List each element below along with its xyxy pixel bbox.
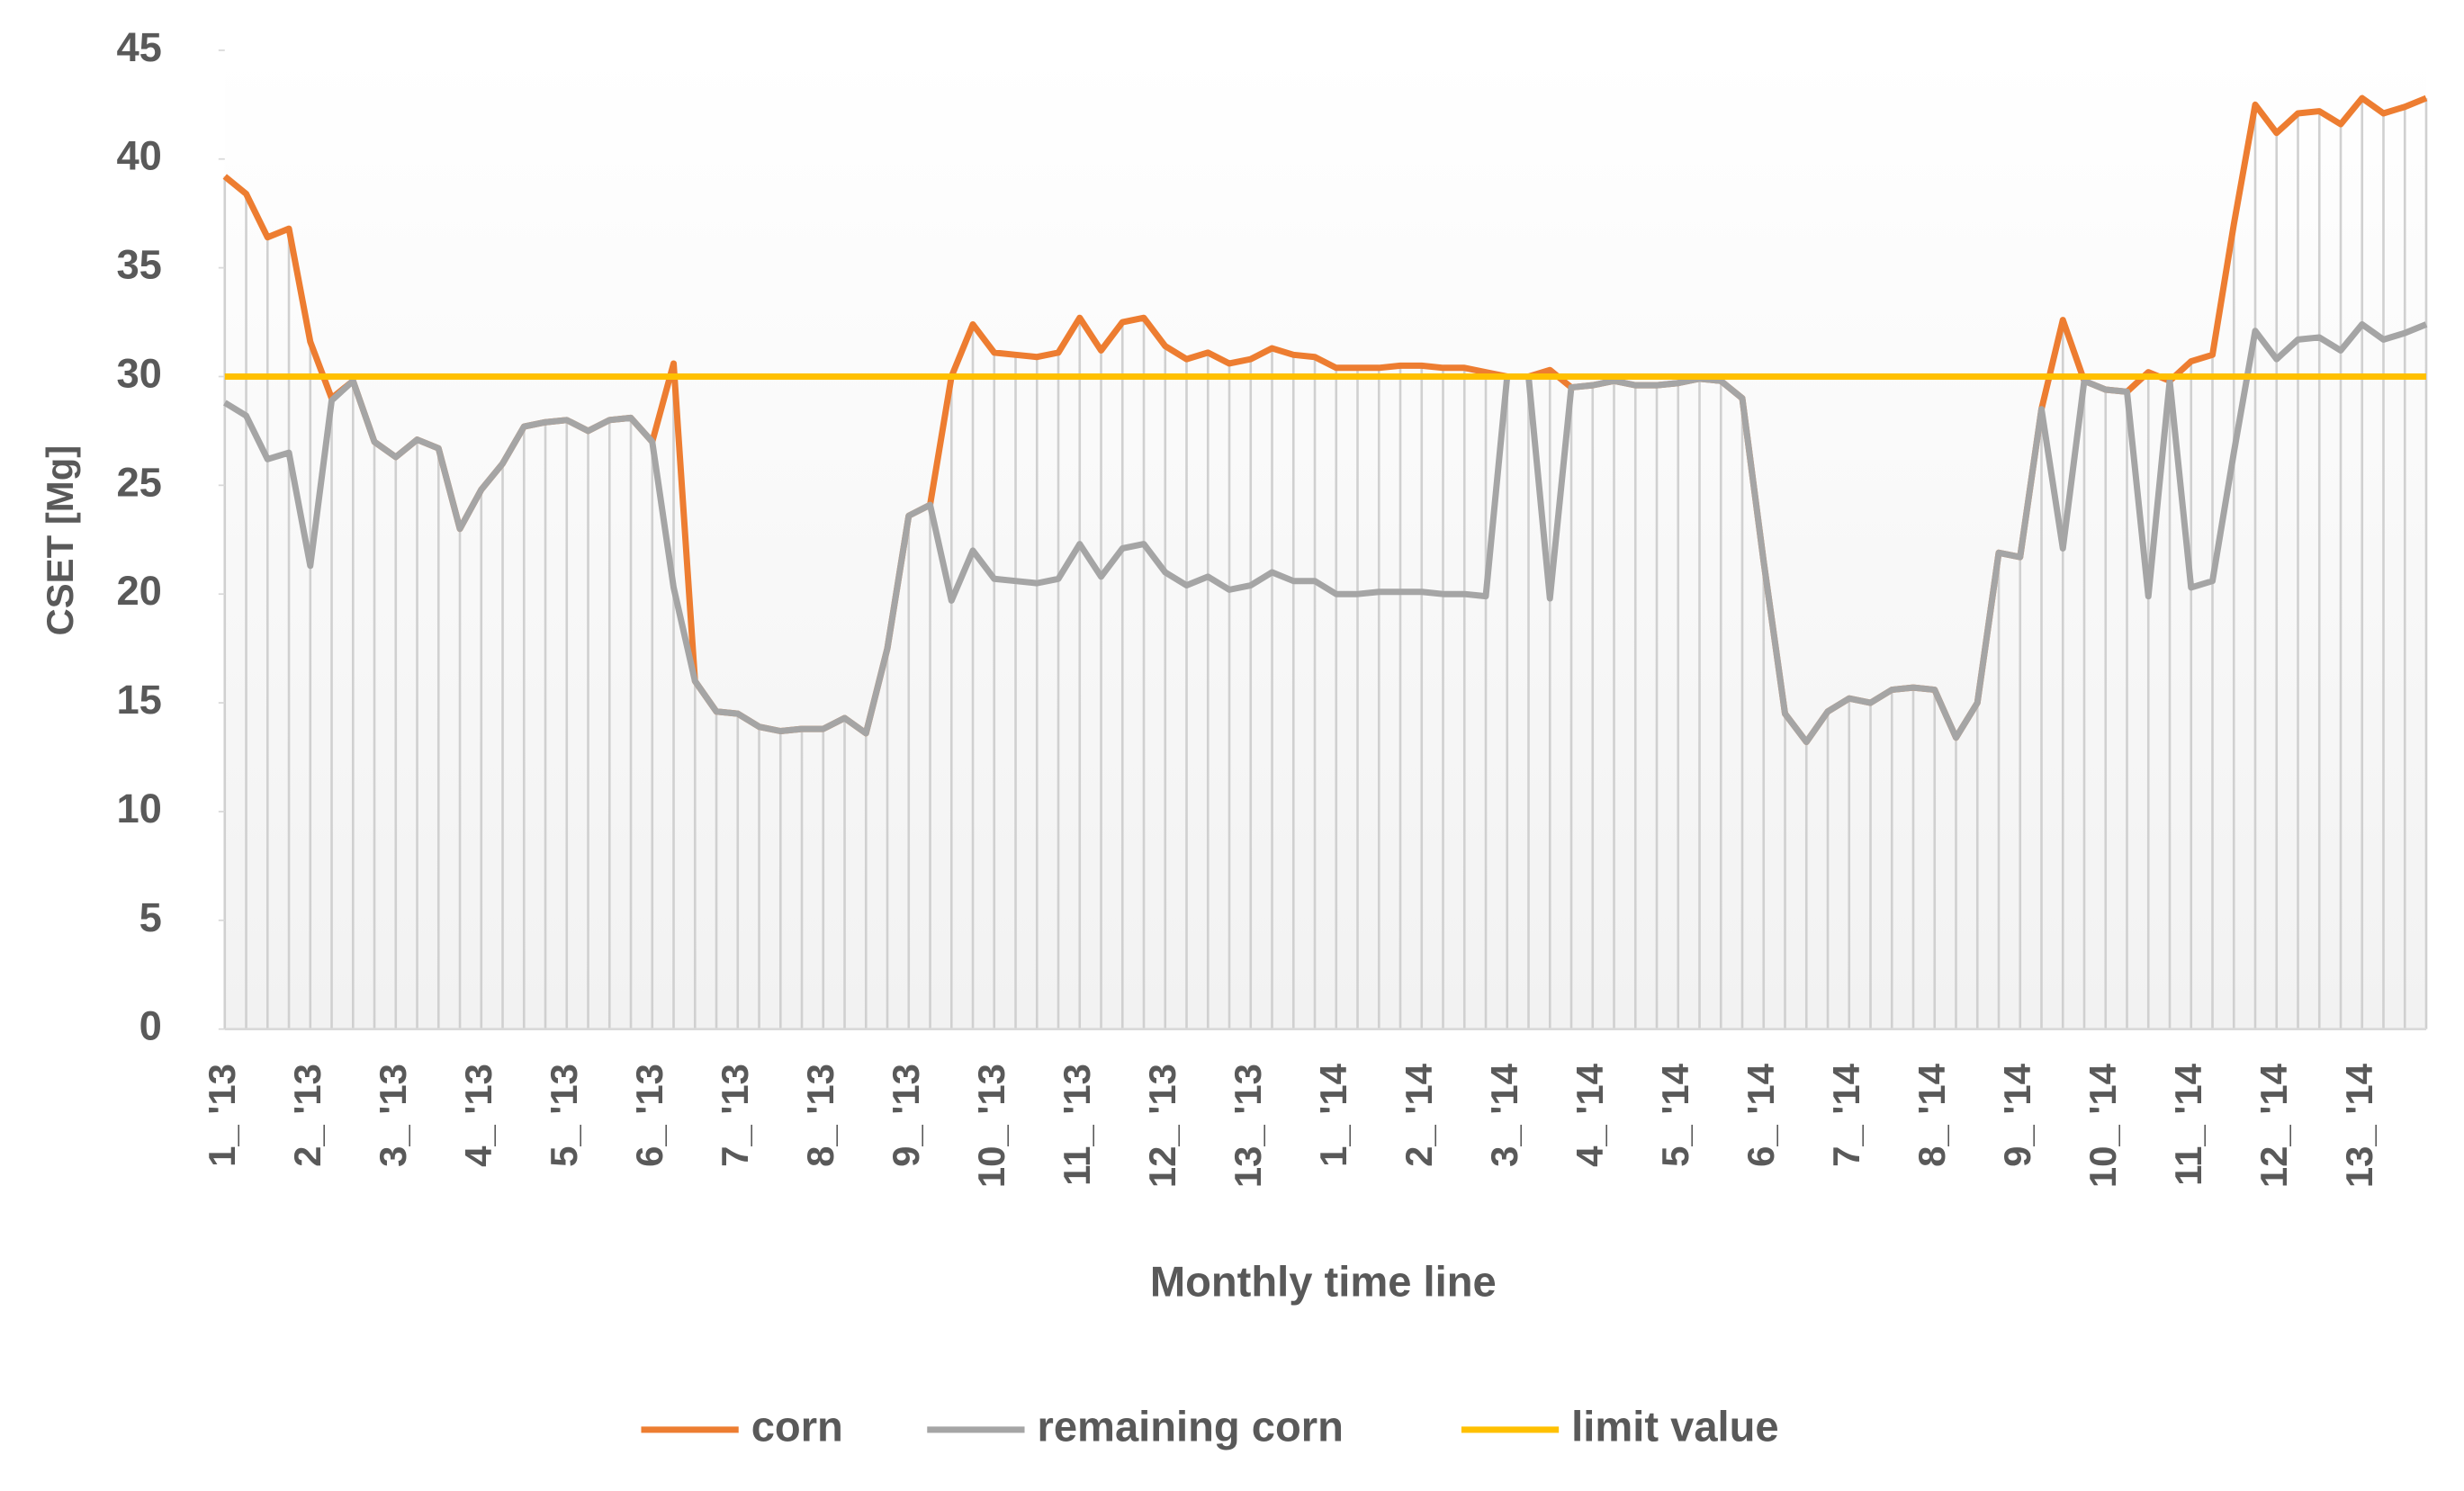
x-tick-label: 9_ '14 <box>1996 1063 2038 1166</box>
y-tick-label: 5 <box>139 894 162 940</box>
y-axis-title: CSET [Mg] <box>39 445 81 636</box>
y-tick-label: 20 <box>116 568 161 614</box>
y-tick-label: 15 <box>116 677 161 723</box>
x-tick-label: 13_ '14 <box>2338 1063 2380 1188</box>
x-tick-label: 11_ '13 <box>1056 1064 1098 1186</box>
x-tick-label: 7_ '13 <box>714 1064 756 1167</box>
x-tick-label: 6_ '13 <box>628 1064 670 1167</box>
x-tick-label: 4_ '13 <box>457 1064 499 1167</box>
y-tick-label: 45 <box>116 24 161 70</box>
x-axis-title: Monthly time line <box>1150 1258 1497 1306</box>
x-tick-label: 12_ '13 <box>1141 1064 1183 1188</box>
plot-background <box>224 49 2426 1029</box>
x-tick-label: 9_ '13 <box>885 1064 927 1167</box>
x-tick-label: 10_ '14 <box>2082 1063 2124 1188</box>
y-tick-label: 10 <box>116 786 161 831</box>
x-tick-label: 3_ '13 <box>372 1064 414 1167</box>
x-tick-label: 11_ '14 <box>2167 1063 2209 1185</box>
series-line <box>222 320 2428 746</box>
x-tick-label: 10_ '13 <box>970 1064 1012 1188</box>
x-tick-label: 7_ '14 <box>1825 1063 1867 1166</box>
x-tick-label: 1_ '13 <box>201 1064 243 1167</box>
x-tick-label: 13_ '13 <box>1227 1064 1269 1188</box>
y-tick-label: 40 <box>116 133 161 179</box>
y-tick-label: 25 <box>116 459 161 505</box>
x-tick-label: 2_ '13 <box>286 1064 328 1167</box>
x-tick-label: 6_ '14 <box>1740 1063 1782 1166</box>
y-tick-label: 35 <box>116 242 161 288</box>
x-tick-label: 5_ '13 <box>543 1064 585 1167</box>
y-tick-label: 0 <box>139 1003 162 1049</box>
y-tick-label: 30 <box>116 350 161 396</box>
x-tick-label: 12_ '14 <box>2253 1063 2295 1188</box>
x-tick-label: 8_ '14 <box>1911 1063 1953 1166</box>
legend-label: remaining corn <box>1037 1402 1343 1450</box>
x-tick-label: 3_ '14 <box>1483 1063 1525 1166</box>
legend-label: limit value <box>1571 1402 1778 1450</box>
x-tick-label: 8_ '13 <box>799 1064 841 1167</box>
legend-label: corn <box>751 1402 843 1450</box>
x-tick-label: 1_ '14 <box>1312 1063 1354 1166</box>
x-tick-label: 4_ '14 <box>1569 1063 1611 1166</box>
x-tick-label: 5_ '14 <box>1654 1063 1696 1166</box>
x-tick-label: 2_ '14 <box>1398 1063 1440 1166</box>
